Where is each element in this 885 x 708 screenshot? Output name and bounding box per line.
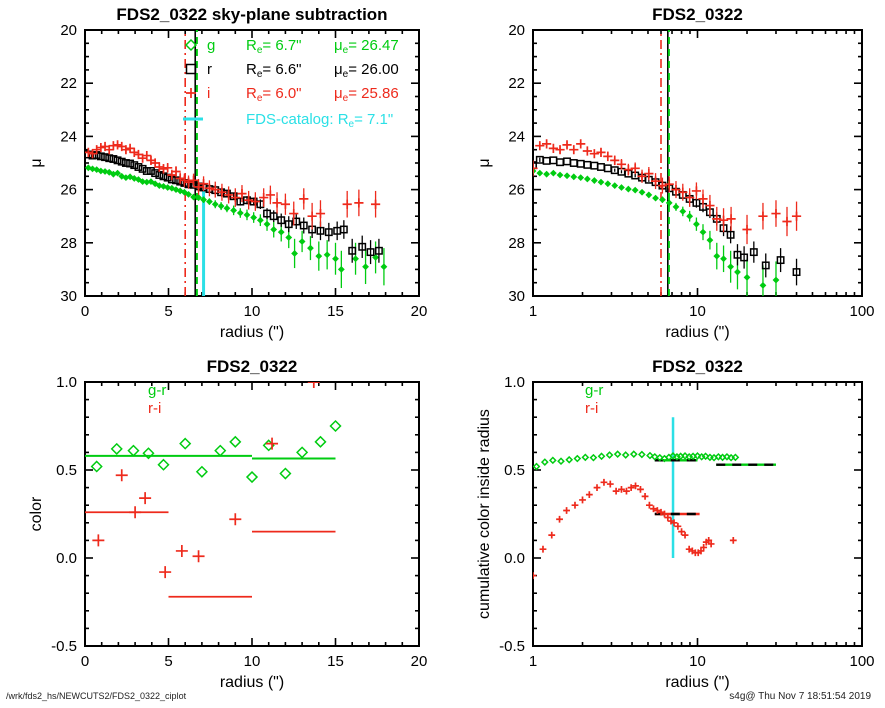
legend-label-g-r: g-r — [585, 382, 603, 399]
plus-icon — [186, 88, 196, 98]
x-tick-label: 100 — [849, 653, 874, 670]
x-tick-label: 5 — [164, 653, 172, 670]
legend-label-r-i: r-i — [585, 400, 598, 417]
legend-entry-fds-catalog: FDS-catalog: Re= 7.1" — [183, 111, 393, 130]
y-axis-label: μ — [28, 158, 45, 167]
y-tick-label: 30 — [508, 288, 525, 305]
x-tick-label: 10 — [244, 653, 261, 670]
legend-band-label: g — [207, 37, 215, 54]
series-r-i — [92, 382, 320, 579]
x-tick-label: 0 — [81, 653, 89, 670]
legend-re-value: Re= 6.7" — [246, 37, 302, 56]
y-tick-label: 28 — [60, 235, 77, 252]
panel-title: FDS2_0322 — [207, 357, 298, 376]
series-i — [533, 139, 802, 245]
series-i — [85, 140, 381, 230]
y-tick-label: -0.5 — [51, 638, 77, 655]
series-g-r — [533, 450, 740, 471]
axis-ticks — [532, 29, 863, 297]
y-tick-label: 0.0 — [56, 550, 77, 567]
series-g — [85, 164, 388, 289]
axis-ticks — [532, 381, 863, 647]
y-tick-label: 20 — [508, 22, 525, 39]
axes-frame — [532, 29, 863, 297]
x-tick-label: 1 — [529, 303, 537, 320]
x-axis-label: radius (") — [220, 674, 284, 691]
x-axis-label: radius (") — [220, 324, 284, 341]
plot-area — [533, 417, 776, 579]
square-icon — [185, 63, 197, 75]
y-tick-label: 24 — [60, 128, 77, 145]
y-tick-label: 0.0 — [504, 550, 525, 567]
y-axis-label: cumulative color inside radius — [476, 409, 493, 619]
legend-band-label: i — [207, 85, 210, 102]
plot-area — [85, 382, 342, 598]
plot-area — [533, 30, 802, 296]
series-g — [533, 167, 780, 296]
x-tick-label: 10 — [244, 303, 261, 320]
y-tick-label: 26 — [508, 182, 525, 199]
plot-file-path: /wrk/fds2_hs/NEWCUTS2/FDS2_0322_ciplot — [6, 691, 187, 701]
y-tick-label: 0.5 — [56, 462, 77, 479]
legend-catalog-text: FDS-catalog: Re= 7.1" — [246, 111, 393, 130]
diamond-icon — [184, 38, 198, 52]
legend-mue-value: μe= 25.86 — [334, 85, 399, 104]
axis-ticks — [84, 381, 420, 647]
panel-title: FDS2_0322 — [652, 357, 743, 376]
y-tick-label: -0.5 — [499, 638, 525, 655]
plot-timestamp: s4g@ Thu Nov 7 18:51:54 2019 — [729, 691, 871, 702]
legend-entry-r: r Re= 6.6" μe= 26.00 — [185, 61, 399, 80]
legend-entry-i: i Re= 6.0" μe= 25.86 — [186, 85, 399, 104]
plot-area — [85, 30, 388, 296]
y-tick-label: 30 — [60, 288, 77, 305]
x-tick-label: 20 — [411, 303, 428, 320]
panel-title: FDS2_0322 sky-plane subtraction — [116, 5, 387, 24]
panel-title: FDS2_0322 — [652, 5, 743, 24]
y-tick-label: 22 — [60, 75, 77, 92]
series-r — [533, 155, 801, 286]
y-axis-label: μ — [476, 158, 493, 167]
y-tick-label: 24 — [508, 128, 525, 145]
axis-ticks — [84, 29, 420, 297]
y-tick-label: 0.5 — [504, 462, 525, 479]
x-tick-label: 0 — [81, 303, 89, 320]
series-g-r — [90, 419, 342, 484]
legend-re-value: Re= 6.0" — [246, 85, 302, 104]
x-axis-label: radius (") — [665, 324, 729, 341]
x-tick-label: 10 — [689, 303, 706, 320]
x-axis-label: radius (") — [665, 674, 729, 691]
legend-mue-value: μe= 26.47 — [334, 37, 399, 56]
x-tick-label: 1 — [529, 653, 537, 670]
series-r-i — [533, 478, 737, 579]
x-tick-label: 15 — [327, 653, 344, 670]
legend-band-label: r — [207, 61, 212, 78]
y-tick-label: 22 — [508, 75, 525, 92]
y-tick-label: 26 — [60, 182, 77, 199]
x-tick-label: 20 — [411, 653, 428, 670]
y-tick-label: 20 — [60, 22, 77, 39]
y-tick-label: 1.0 — [504, 374, 525, 391]
x-tick-label: 10 — [689, 653, 706, 670]
x-tick-label: 100 — [849, 303, 874, 320]
y-tick-label: 1.0 — [56, 374, 77, 391]
x-tick-label: 15 — [327, 303, 344, 320]
chart-panel-sky-plane-subtraction: 0 5 10 15 20 20 22 24 26 28 30 FDS2_0322 sky-plane … — [28, 5, 428, 341]
legend-re-value: Re= 6.6" — [246, 61, 302, 80]
y-tick-label: 28 — [508, 235, 525, 252]
x-tick-label: 5 — [164, 303, 172, 320]
legend-entry-g: g Re= 6.7" μe= 26.47 — [184, 37, 399, 56]
legend-label-r-i: r-i — [148, 400, 161, 417]
y-axis-label: color — [28, 496, 45, 531]
legend-label-g-r: g-r — [148, 382, 166, 399]
legend-mue-value: μe= 26.00 — [334, 61, 399, 80]
